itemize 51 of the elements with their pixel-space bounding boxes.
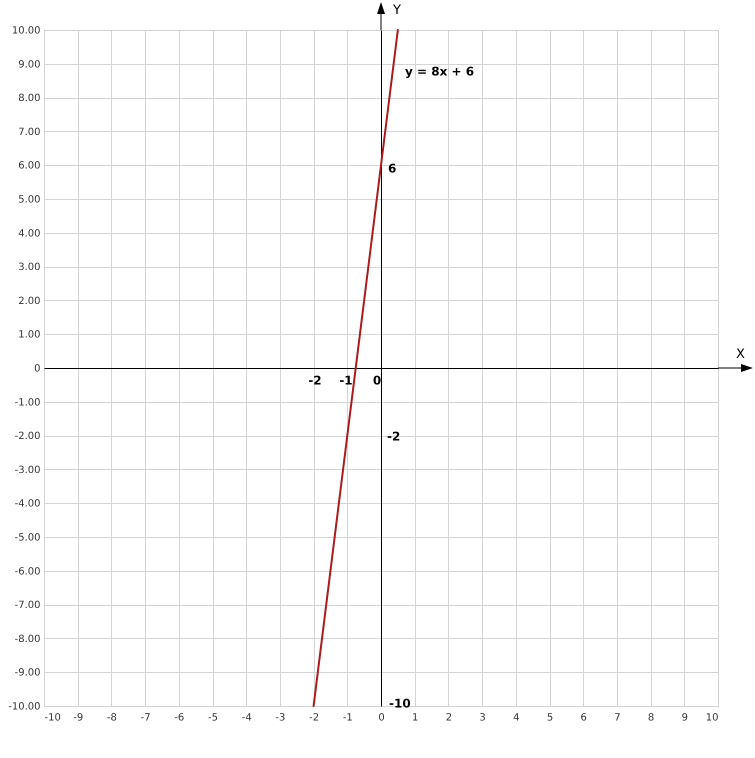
y-tick-label: -4.00 bbox=[14, 498, 40, 510]
x-tick-label: -10 bbox=[44, 712, 61, 724]
annotation: -10 bbox=[389, 696, 411, 710]
y-tick-label: -7.00 bbox=[14, 600, 40, 612]
x-axis-title: X bbox=[736, 347, 745, 362]
y-tick-label: -8.00 bbox=[14, 634, 40, 645]
x-tick-label: -2 bbox=[309, 712, 320, 724]
y-tick-label: -9.00 bbox=[14, 668, 40, 679]
annotation: 0 bbox=[372, 373, 382, 388]
x-tick-label: 6 bbox=[580, 712, 587, 724]
annotation: -2 bbox=[308, 373, 322, 388]
y-axis-title: Y bbox=[392, 3, 401, 18]
y-tick-label: 5.00 bbox=[18, 194, 40, 206]
y-tick-label: 1.00 bbox=[18, 330, 40, 341]
x-tick-label: -8 bbox=[106, 712, 117, 724]
x-tick-label: 2 bbox=[446, 712, 452, 724]
x-tick-label: -6 bbox=[174, 712, 184, 724]
y-tick-label: -5.00 bbox=[14, 532, 40, 544]
x-tick-label: 4 bbox=[513, 712, 520, 724]
x-tick-label: 1 bbox=[412, 712, 418, 724]
x-tick-label: 0 bbox=[378, 712, 385, 724]
y-tick-label: 4.00 bbox=[18, 228, 40, 240]
x-tick-label: 9 bbox=[682, 712, 688, 724]
y-tick-label: 10.00 bbox=[12, 26, 40, 36]
y-tick-label: 0 bbox=[34, 364, 40, 374]
annotation: -1 bbox=[339, 373, 353, 388]
y-tick-label: 2.00 bbox=[18, 296, 40, 307]
x-tick-label: -3 bbox=[275, 712, 286, 724]
annotation: y = 8x + 6 bbox=[405, 64, 474, 78]
y-tick-label: -2.00 bbox=[14, 431, 40, 442]
x-tick-label: 10 bbox=[706, 712, 718, 724]
x-tick-label: 3 bbox=[479, 712, 486, 724]
annotation: -2 bbox=[387, 429, 400, 444]
y-tick-label: 6.00 bbox=[18, 160, 40, 172]
x-tick-label: -5 bbox=[208, 712, 218, 724]
x-tick-label: -4 bbox=[242, 712, 252, 724]
x-tick-label: 5 bbox=[546, 712, 554, 724]
x-tick-label: -1 bbox=[342, 712, 353, 724]
x-tick-label: -7 bbox=[140, 712, 151, 724]
annotation: 6 bbox=[388, 161, 396, 176]
y-tick-label: 7.00 bbox=[18, 126, 40, 138]
y-tick-label: -3.00 bbox=[14, 464, 40, 476]
x-tick-label: 7 bbox=[614, 712, 621, 724]
x-tick-label: 8 bbox=[648, 712, 654, 724]
x-tick-label: -9 bbox=[73, 712, 84, 724]
y-tick-label: -6.00 bbox=[14, 566, 40, 578]
y-tick-label: 3.00 bbox=[18, 262, 40, 274]
y-tick-label: 8.00 bbox=[18, 93, 40, 104]
y-tick-label: -10.00 bbox=[8, 702, 40, 712]
y-tick-label: 9.00 bbox=[18, 59, 40, 70]
y-tick-label: -1.00 bbox=[14, 397, 40, 408]
